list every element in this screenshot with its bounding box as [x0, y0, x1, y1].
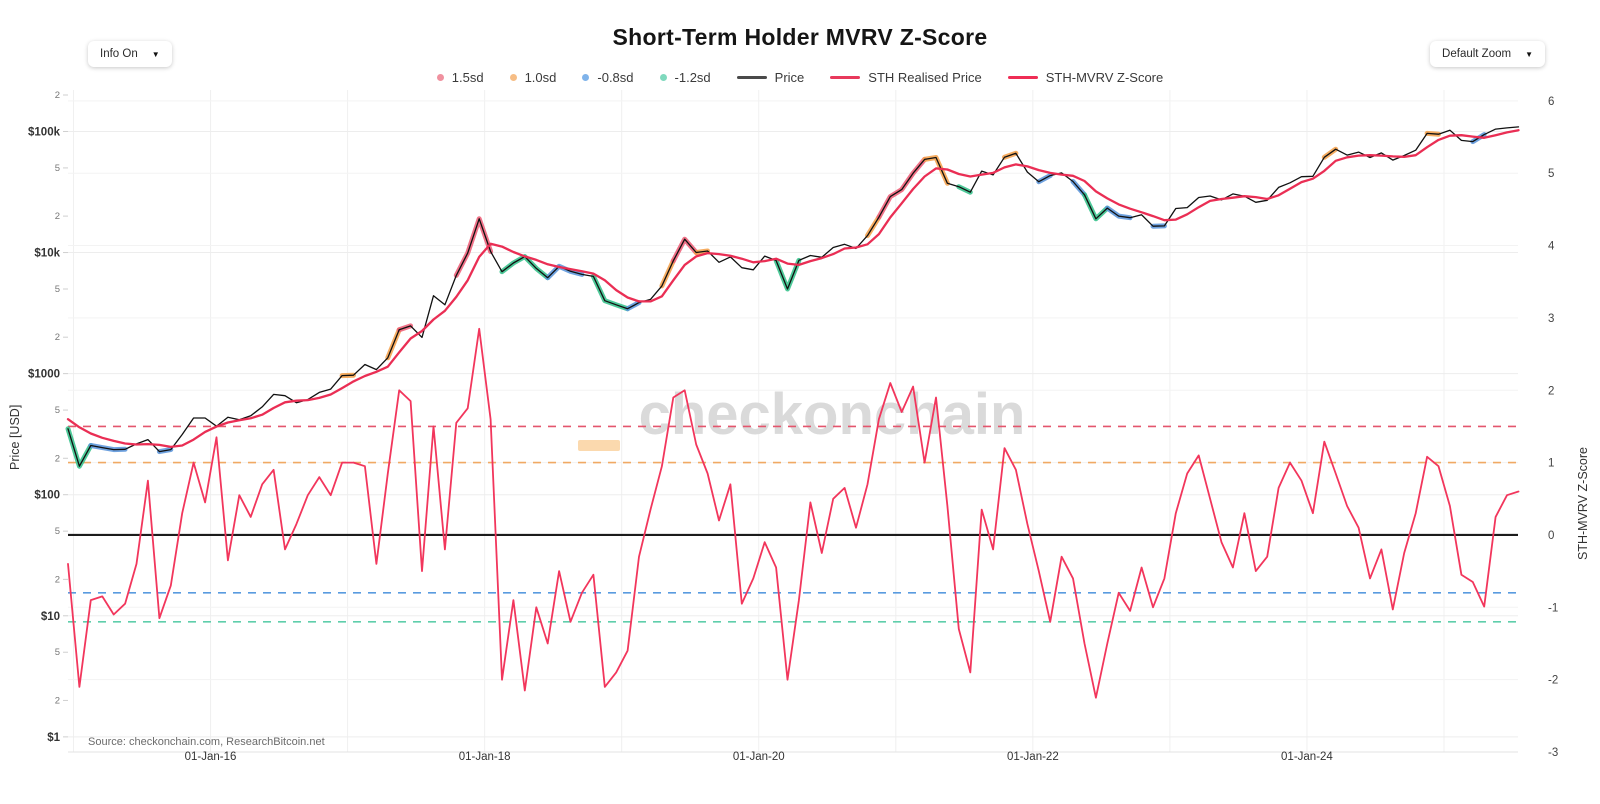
axis-tick-label: 01-Jan-22 [1007, 751, 1059, 763]
axis-tick-label: 01-Jan-20 [733, 751, 785, 763]
axis-tick-label: 2 [1548, 385, 1554, 397]
axis-tick-label: 5 [55, 647, 60, 658]
axis-tick-label: 01-Jan-18 [459, 751, 511, 763]
axis-tick-label: 5 [55, 405, 60, 416]
legend-item[interactable]: 1.0sd [509, 70, 557, 85]
watermark-text: checkonchain [639, 382, 1026, 447]
axis-tick-label: 01-Jan-16 [185, 751, 237, 763]
axis-tick-label: -1 [1548, 602, 1558, 614]
legend-line-icon [736, 76, 767, 79]
axis-tick-label: $100 [34, 490, 60, 502]
price-band-segment [590, 273, 631, 312]
axis-tick-label: $1 [47, 732, 60, 744]
legend-item-label: 1.0sd [524, 70, 557, 85]
watermark-underscore-icon [578, 440, 620, 451]
legend-item-label: -0.8sd [597, 70, 634, 85]
legend-item[interactable]: Price [736, 70, 805, 85]
sth-realised-price-line [66, 129, 1520, 449]
axis-tick-label: 5 [1548, 168, 1554, 180]
axis-tick-label: 1 [1548, 458, 1554, 470]
axis-tick-label: 01-Jan-24 [1281, 751, 1333, 763]
legend-line-icon [1007, 76, 1038, 79]
axis-tick-label: 2 [55, 332, 60, 343]
legend-dot-icon [436, 74, 444, 81]
chevron-down-icon: ▼ [1525, 49, 1533, 59]
axis-tick-label: 0 [1548, 530, 1554, 542]
price-band-segment [922, 155, 950, 186]
legend-dot-icon [509, 74, 517, 81]
axis-tick-label: 2 [55, 695, 60, 706]
axis-tick-label: 5 [55, 163, 60, 174]
source-note: Source: checkonchain.com, ResearchBitcoi… [88, 736, 325, 748]
axis-tick-label: 5 [55, 526, 60, 537]
legend-item[interactable]: -0.8sd [582, 70, 634, 85]
legend-item-label: Price [774, 70, 805, 85]
legend-item[interactable]: STH Realised Price [830, 70, 982, 85]
axis-tick-label: 5 [55, 284, 60, 295]
price-band-segment [65, 426, 94, 469]
legend-item[interactable]: 1.5sd [436, 70, 484, 85]
info-dropdown-label: Info On [100, 48, 138, 60]
axis-tick-label: -3 [1548, 747, 1558, 759]
legend-item-label: STH Realised Price [868, 70, 982, 85]
axis-tick-label: $100k [28, 126, 61, 138]
legend-item[interactable]: -1.2sd [659, 70, 711, 85]
axis-tick-label: 2 [55, 453, 60, 464]
legend-dot-icon [659, 74, 667, 81]
chart-legend: 1.5sd 1.0sd -0.8sd -1.2sd Price STH Realised … [0, 70, 1600, 85]
axis-tick-label: $1000 [28, 369, 60, 381]
axis-tick-label: -2 [1548, 675, 1558, 687]
zoom-dropdown-label: Default Zoom [1442, 48, 1512, 60]
legend-item-label: STH-MVRV Z-Score [1045, 70, 1164, 85]
axis-tick-label: 2 [55, 90, 60, 101]
legend-dot-icon [582, 74, 590, 81]
price-line [67, 126, 1520, 467]
zoom-dropdown[interactable]: Default Zoom ▼ [1430, 41, 1545, 67]
right-axis-title: STH-MVRV Z-Score [1576, 447, 1590, 560]
axis-tick-label: $10 [41, 611, 60, 623]
price-band-segment [1082, 192, 1110, 222]
chevron-down-icon: ▼ [151, 49, 160, 59]
axis-tick-label: 2 [55, 574, 60, 585]
axis-tick-label: 4 [1548, 241, 1555, 253]
legend-line-icon [830, 76, 861, 79]
legend-item-label: -1.2sd [674, 70, 711, 85]
axis-tick-label: $10k [34, 248, 60, 260]
page-title: Short-Term Holder MVRV Z-Score [612, 24, 988, 50]
legend-item-label: 1.5sd [451, 70, 484, 85]
axis-tick-label: 2 [55, 211, 60, 222]
sth-mvrv-zscore-line [67, 327, 1520, 699]
info-dropdown[interactable]: Info On ▼ [88, 41, 172, 67]
legend-item[interactable]: STH-MVRV Z-Score [1007, 70, 1164, 85]
axis-tick-label: 3 [1548, 313, 1554, 325]
left-axis-title: Price [USD] [8, 404, 22, 470]
axis-tick-label: 6 [1548, 96, 1554, 108]
